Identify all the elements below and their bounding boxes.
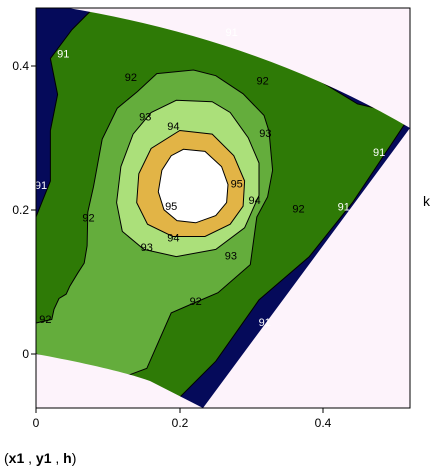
contour-label-93-13: 93 [259,128,271,140]
contour-label-91-2: 91 [35,180,47,192]
y-axis: 0 0.2 0.4 [12,59,36,361]
x-tick-label-2: 0.4 [315,416,332,430]
contour-label-92-11: 92 [39,314,51,326]
contour-label-91-4: 91 [338,202,350,214]
caption-var-x1: x1 [8,450,25,466]
contour-label-91-1: 91 [225,27,237,39]
y-tick-label-2: 0.4 [12,59,29,73]
contour-label-91-3: 91 [373,147,385,159]
caption-close-paren: ) [71,450,77,466]
contour-label-94-16: 94 [167,121,179,133]
contour-region-96 [157,148,229,224]
contour-label-93-15: 93 [225,251,237,263]
contour-label-93-12: 93 [139,111,151,123]
y-tick-label-0: 0 [22,347,29,361]
caption: (x1 , y1 , h) [4,450,76,466]
side-axis-label: k [423,193,430,209]
caption-open-paren: ( [4,450,9,466]
contour-label-95-20: 95 [165,201,177,213]
x-axis: 0 0.2 0.4 [33,408,332,430]
caption-separator-2: , [51,450,64,466]
x-tick-label-0: 0 [33,416,40,430]
contour-label-93-14: 93 [141,242,153,254]
caption-var-h: h [63,450,72,466]
domain-mask-0 [36,354,203,408]
contour-label-94-17: 94 [248,195,260,207]
contour-label-95-19: 95 [231,179,243,191]
caption-var-y1: y1 [35,450,52,466]
contour-label-92-6: 92 [125,72,137,84]
contour-label-94-18: 94 [167,233,179,245]
domain-mask [36,8,410,408]
domain-mask-1 [68,8,410,408]
contour-label-91-5: 91 [259,317,271,329]
contour-label-92-8: 92 [82,212,94,224]
contour-label-92-9: 92 [292,204,304,216]
plot-frame [35,7,411,409]
caption-separator-1: , [24,450,36,466]
contour-label-92-10: 92 [190,296,202,308]
contour-label-92-7: 92 [256,75,268,87]
x-tick-label-1: 0.2 [172,416,189,430]
contour-labels: 91 91 91 91 91 91 92 92 92 92 92 92 93 93 93 93 94 94 94 95… [35,27,385,329]
contour-label-91-0: 91 [57,49,69,61]
y-tick-label-1: 0.2 [12,203,29,217]
